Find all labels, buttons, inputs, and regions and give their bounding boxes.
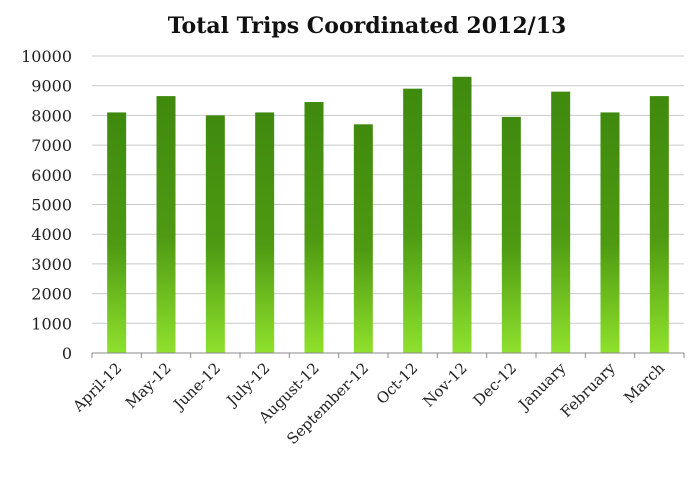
bar [501,116,521,353]
bar [452,76,472,353]
bar [255,112,275,354]
bar [403,88,423,354]
x-tick-label: Nov-12 [419,359,470,410]
bar [107,112,127,354]
y-tick-label: 7000 [31,136,72,155]
y-tick-label: 9000 [31,77,72,96]
y-tick-label: 8000 [31,106,72,125]
y-axis-ticks: 0 1000 2000 3000 4000 5000 6000 7000 8000 9000 100… [21,47,72,363]
y-tick-label: 6000 [31,166,72,185]
gridlines [92,55,684,324]
y-tick-label: 5000 [31,196,72,215]
y-tick-label: 4000 [31,225,72,244]
bar [600,112,620,354]
x-tick-label: Oct-12 [373,359,422,408]
x-tick-label: April-12 [69,359,126,416]
x-tick-label: May-12 [122,359,175,412]
bar [156,96,176,353]
x-tick-label: March [620,359,668,407]
bar [304,102,324,353]
x-tick-label: Dec-12 [470,359,521,410]
x-tick-label: June-12 [169,359,224,414]
bar [649,96,669,353]
y-tick-label: 0 [62,344,72,363]
bar [551,91,571,353]
bar [205,115,225,354]
y-tick-label: 2000 [31,285,72,304]
y-tick-label: 3000 [31,255,72,274]
chart-title: Total Trips Coordinated 2012/13 [168,13,567,39]
y-tick-label: 10000 [21,47,72,66]
x-tick-label: February [557,359,619,421]
y-tick-label: 1000 [31,314,72,333]
bar [353,124,373,353]
bars [107,76,669,354]
